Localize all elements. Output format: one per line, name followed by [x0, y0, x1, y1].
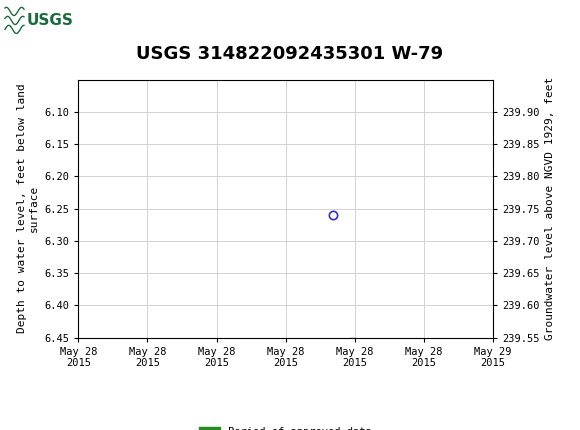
Bar [4, 3, 72, 37]
Y-axis label: Depth to water level, feet below land
surface: Depth to water level, feet below land su… [17, 84, 39, 333]
Legend: Period of approved data: Period of approved data [195, 422, 376, 430]
Y-axis label: Groundwater level above NGVD 1929, feet: Groundwater level above NGVD 1929, feet [545, 77, 555, 340]
Text: USGS 314822092435301 W-79: USGS 314822092435301 W-79 [136, 45, 444, 63]
Text: USGS: USGS [27, 13, 74, 28]
